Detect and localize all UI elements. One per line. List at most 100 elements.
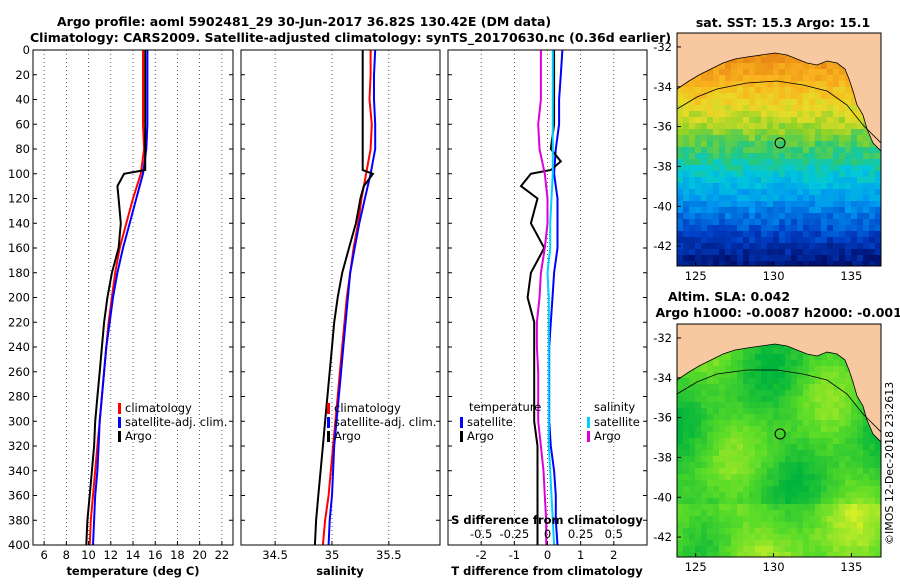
map-cell xyxy=(809,474,815,480)
map-cell xyxy=(833,207,839,213)
map-cell xyxy=(689,438,695,444)
map-cell xyxy=(791,135,797,141)
map-cell xyxy=(809,159,815,165)
map-cell xyxy=(857,456,863,462)
map-cell xyxy=(863,438,869,444)
map-cell xyxy=(755,207,761,213)
map-cell xyxy=(743,528,749,534)
map-cell xyxy=(755,372,761,378)
map-cell xyxy=(731,261,737,266)
map-cell xyxy=(815,384,821,390)
map-cell xyxy=(767,249,773,255)
map-cell xyxy=(791,432,797,438)
map-cell xyxy=(839,141,845,147)
map-cell xyxy=(791,207,797,213)
map-cell xyxy=(809,420,815,426)
map-cell xyxy=(761,372,767,378)
map-cell xyxy=(677,237,683,243)
map-cell xyxy=(797,105,803,111)
map-cell xyxy=(695,171,701,177)
map-cell xyxy=(719,450,725,456)
map-cell xyxy=(761,231,767,237)
map-cell xyxy=(737,99,743,105)
map-cell xyxy=(827,552,833,557)
map-cell xyxy=(725,366,731,372)
map-cell xyxy=(695,135,701,141)
map-cell xyxy=(779,396,785,402)
map-cell xyxy=(725,171,731,177)
map-cell xyxy=(773,378,779,384)
map-cell xyxy=(761,474,767,480)
map-cell xyxy=(797,219,803,225)
map-cell xyxy=(749,540,755,546)
map-cell xyxy=(827,504,833,510)
map-cell xyxy=(851,159,857,165)
map-cell xyxy=(695,414,701,420)
map-cell xyxy=(809,249,815,255)
map-cell xyxy=(803,225,809,231)
map-cell xyxy=(719,159,725,165)
map-cell xyxy=(731,225,737,231)
map-cell xyxy=(719,129,725,135)
map-cell xyxy=(785,81,791,87)
map-cell xyxy=(869,243,875,249)
map-cell xyxy=(821,492,827,498)
map-cell xyxy=(785,498,791,504)
map-cell xyxy=(845,372,851,378)
map-cell xyxy=(815,123,821,129)
map-cell xyxy=(749,546,755,552)
map-cell xyxy=(695,444,701,450)
map-cell xyxy=(761,177,767,183)
map-cell xyxy=(761,420,767,426)
map-cell xyxy=(689,516,695,522)
map-cell xyxy=(713,534,719,540)
map-cell xyxy=(875,261,881,266)
map-cell xyxy=(827,528,833,534)
map-cell xyxy=(749,165,755,171)
map-cell xyxy=(761,189,767,195)
map-cell xyxy=(731,510,737,516)
map-cell xyxy=(791,372,797,378)
map-cell xyxy=(827,141,833,147)
map-cell xyxy=(761,255,767,261)
map-cell xyxy=(695,81,701,87)
map-cell xyxy=(761,81,767,87)
map-cell xyxy=(785,237,791,243)
map-cell xyxy=(839,207,845,213)
map-cell xyxy=(785,354,791,360)
map-cell xyxy=(719,93,725,99)
map-cell xyxy=(755,69,761,75)
map-cell xyxy=(851,546,857,552)
map-cell xyxy=(833,261,839,266)
map-cell xyxy=(707,450,713,456)
map-cell xyxy=(791,498,797,504)
map-cell xyxy=(731,75,737,81)
map-cell xyxy=(689,165,695,171)
map-cell xyxy=(839,438,845,444)
map-cell xyxy=(851,462,857,468)
map-cell xyxy=(755,237,761,243)
map-cell xyxy=(755,540,761,546)
map-cell xyxy=(683,129,689,135)
map-cell xyxy=(797,177,803,183)
map-cell xyxy=(773,534,779,540)
map-cell xyxy=(719,195,725,201)
map-cell xyxy=(743,213,749,219)
map-cell xyxy=(719,396,725,402)
map-cell xyxy=(695,129,701,135)
map-cell xyxy=(875,243,881,249)
map-cell xyxy=(821,219,827,225)
map-cell xyxy=(689,147,695,153)
map-cell xyxy=(797,87,803,93)
map-cell xyxy=(707,480,713,486)
map-cell xyxy=(707,69,713,75)
map-cell xyxy=(695,243,701,249)
map-cell xyxy=(791,546,797,552)
map-cell xyxy=(803,141,809,147)
map-cell xyxy=(773,177,779,183)
map-cell xyxy=(767,75,773,81)
map-cell xyxy=(725,69,731,75)
map-cell xyxy=(839,432,845,438)
map-cell xyxy=(815,159,821,165)
map-cell xyxy=(839,159,845,165)
